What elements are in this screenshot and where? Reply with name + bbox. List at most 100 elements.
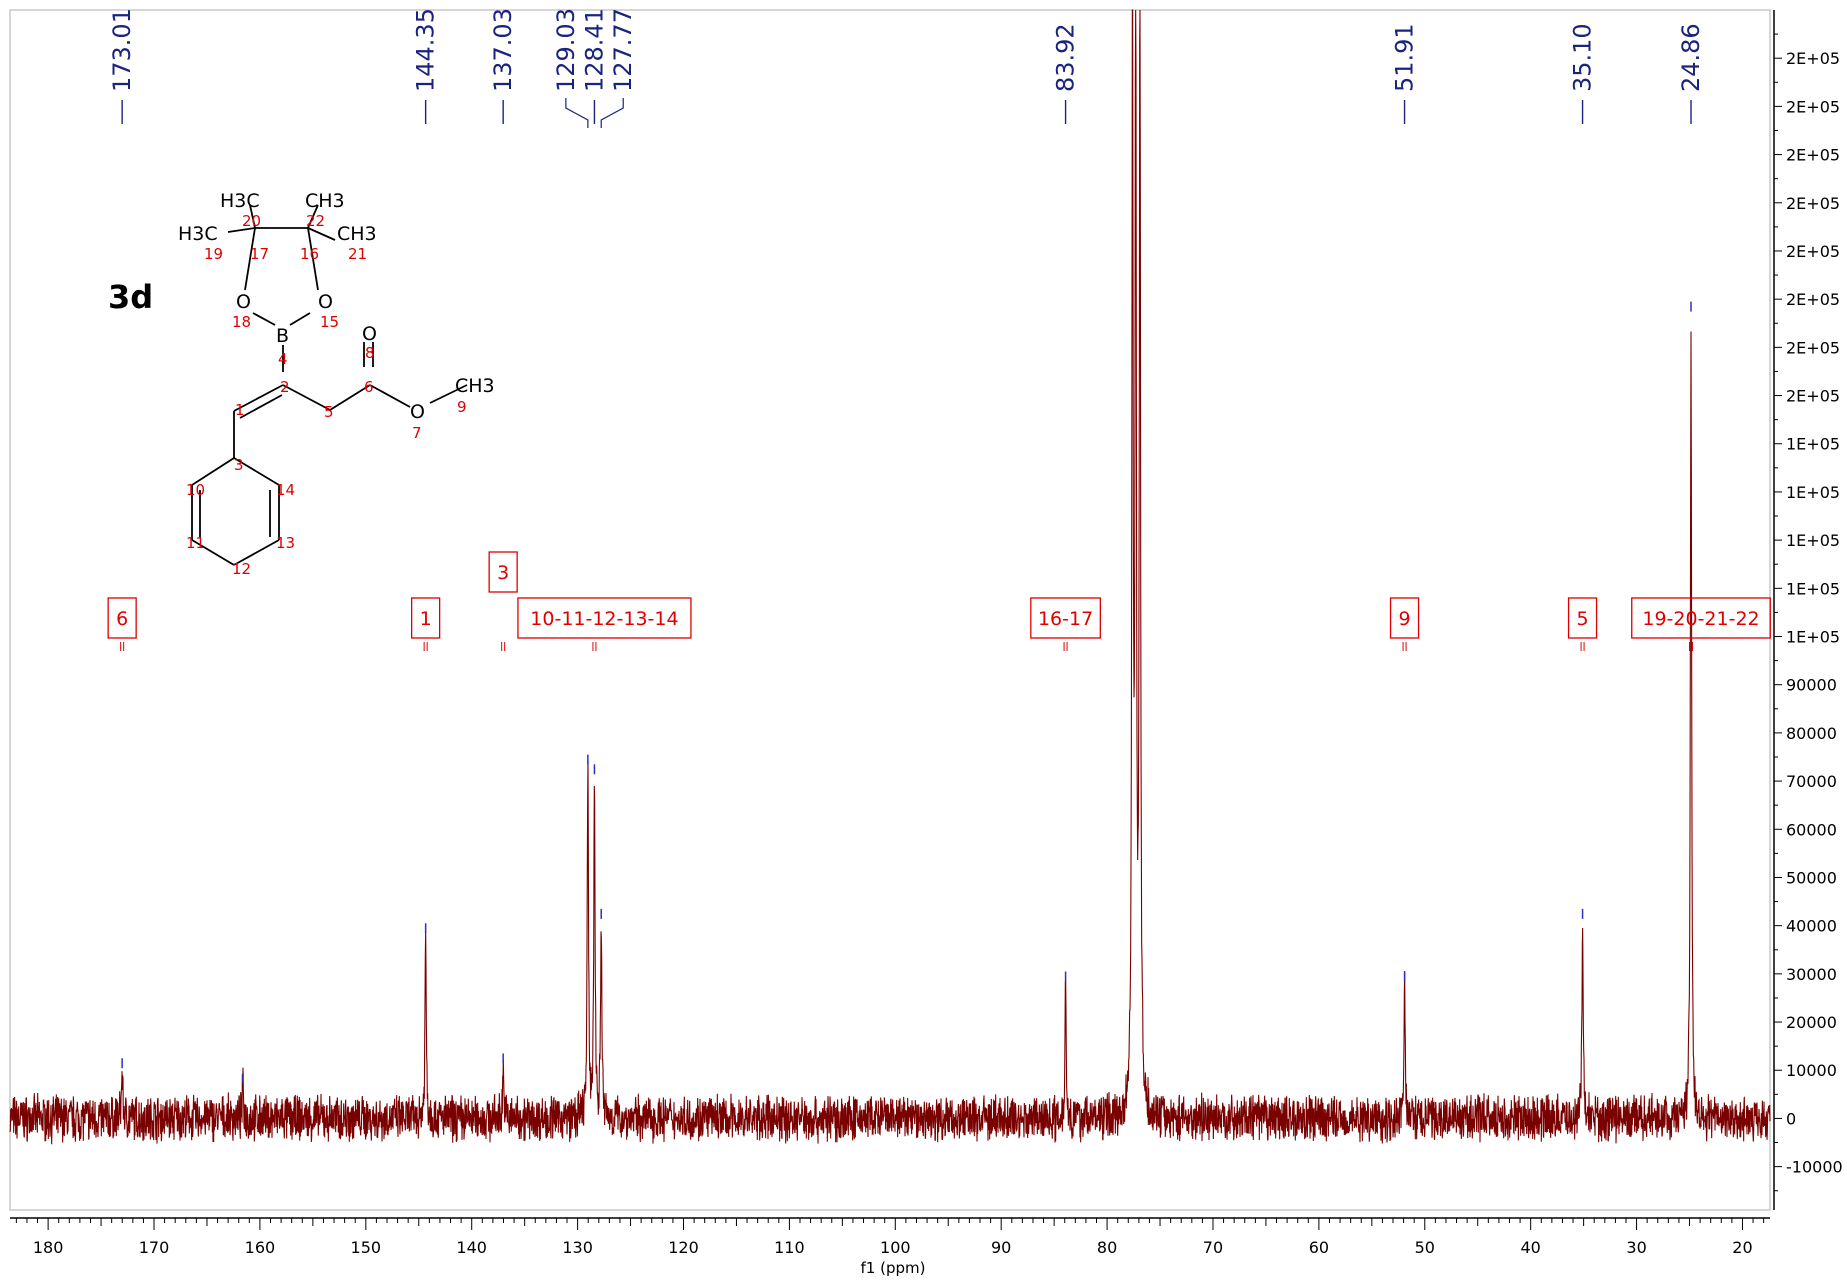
atom-o7: O	[410, 401, 425, 423]
atom-number-6: 6	[364, 378, 374, 396]
carbonyl-oxygen: O	[362, 323, 377, 345]
y-tick-label: 2E+05	[1786, 49, 1840, 68]
y-tick-label: 60000	[1786, 820, 1837, 839]
atom-number-5: 5	[324, 403, 334, 421]
y-axis: -10000 0 10000 20000 30000 40000 50000 60000 700…	[1773, 10, 1843, 1210]
y-tick-label: 20000	[1786, 1013, 1837, 1032]
assignment-label: 9	[1399, 608, 1411, 630]
peak-label: 24.86	[1677, 23, 1705, 92]
atom-number-7: 7	[412, 424, 422, 442]
peak-label: 173.01	[108, 8, 136, 92]
x-tick-label: 100	[880, 1238, 911, 1257]
methyl-group-22: CH3	[305, 190, 345, 212]
assignment-label: 3	[497, 562, 509, 584]
atom-number-15: 15	[320, 313, 339, 331]
assignment-box	[1631, 597, 1771, 639]
peak-label: 129.03	[552, 8, 580, 92]
x-tick-label: 120	[668, 1238, 699, 1257]
atom-number-9: 9	[457, 398, 467, 416]
atom-number-22: 22	[306, 212, 325, 230]
assignment-label: 1	[420, 608, 432, 630]
y-tick-label: 2E+05	[1786, 97, 1840, 116]
atom-number-14: 14	[276, 481, 295, 499]
x-tick-label: 180	[33, 1238, 64, 1257]
atom-number-8: 8	[365, 344, 375, 362]
assignment-box	[488, 551, 518, 593]
x-tick-label: 150	[351, 1238, 382, 1257]
atom-number-18: 18	[232, 313, 251, 331]
peak-label-leader	[565, 98, 589, 128]
y-tick-label: 1E+05	[1786, 435, 1840, 454]
compound-label: 3d	[108, 278, 153, 316]
y-tick-label: 2E+05	[1786, 194, 1840, 213]
assignment-box	[1567, 597, 1598, 639]
y-tick-label: 2E+05	[1786, 242, 1840, 261]
chemical-structure: 3d	[108, 190, 495, 578]
assignment-label: 19-20-21-22	[1642, 608, 1759, 630]
atom-number-13: 13	[276, 534, 295, 552]
atom-number-2: 2	[280, 378, 290, 396]
y-tick-label: 2E+05	[1786, 146, 1840, 165]
assignment-label: 6	[116, 608, 128, 630]
y-tick-label: 2E+05	[1786, 290, 1840, 309]
atom-number-17: 17	[250, 245, 269, 263]
y-tick-label: 1E+05	[1786, 579, 1840, 598]
x-tick-label: 160	[245, 1238, 276, 1257]
y-tick-label: 70000	[1786, 772, 1837, 791]
assignment-box	[107, 597, 137, 639]
y-tick-label: 2E+05	[1786, 387, 1840, 406]
methyl-group-21: CH3	[337, 223, 377, 245]
atom-number-20: 20	[242, 212, 261, 230]
x-tick-label: 170	[139, 1238, 170, 1257]
assignment-label: 10-11-12-13-14	[530, 608, 678, 630]
atom-number-3: 3	[234, 456, 244, 474]
x-tick-label: 40	[1520, 1238, 1540, 1257]
x-tick-label: 30	[1626, 1238, 1646, 1257]
spectrum	[9, 9, 1771, 1145]
x-tick-label: 140	[456, 1238, 487, 1257]
x-tick-label: 90	[991, 1238, 1011, 1257]
y-tick-label: -10000	[1786, 1158, 1843, 1177]
plot-frame	[9, 9, 1771, 1211]
atom-o15: O	[318, 291, 333, 313]
atom-number-1: 1	[235, 401, 245, 419]
peak-label: 144.35	[412, 8, 440, 92]
assignment-box	[1030, 597, 1101, 639]
y-tick-label: 2E+05	[1786, 338, 1840, 357]
peak-label: 35.10	[1569, 23, 1597, 92]
structure-bonds	[191, 204, 468, 566]
x-tick-label: 80	[1097, 1238, 1117, 1257]
atom-number-11: 11	[186, 534, 205, 552]
peak-label: 127.77	[609, 8, 637, 92]
atom-number-10: 10	[186, 481, 205, 499]
y-tick-label: 30000	[1786, 965, 1837, 984]
atom-o18: O	[236, 291, 251, 313]
peak-label: 51.91	[1391, 23, 1419, 92]
y-tick-label: 1E+05	[1786, 483, 1840, 502]
peak-labels: 173.01 144.35 137.03 129.03 128.41 127.77 83.9…	[108, 8, 1705, 128]
x-tick-label: 60	[1309, 1238, 1329, 1257]
x-axis: 180 170 160 150 140 130 120 110 100 90 80 70 60 50 40 3…	[10, 1217, 1770, 1257]
assignment-box	[410, 597, 441, 639]
y-tick-label: 0	[1786, 1109, 1796, 1128]
spectrum-trace	[9, 9, 1771, 1145]
y-tick-label: 80000	[1786, 724, 1837, 743]
methyl-group-19: H3C	[178, 223, 218, 245]
y-tick-label: 10000	[1786, 1061, 1837, 1080]
peak-label: 137.03	[489, 8, 517, 92]
atom-boron: B	[276, 325, 289, 347]
atom-number-16: 16	[300, 245, 319, 263]
peak-label-leader	[600, 98, 624, 128]
assignment-labels: 6 1 3 10-11-12-13-14 16-17 9 5 19-20-21-22	[107, 551, 1771, 651]
x-tick-label: 70	[1203, 1238, 1223, 1257]
x-tick-label: 130	[562, 1238, 593, 1257]
x-tick-label: 50	[1415, 1238, 1435, 1257]
atom-number-21: 21	[348, 245, 367, 263]
y-tick-label: 50000	[1786, 868, 1837, 887]
y-tick-label: 90000	[1786, 676, 1837, 695]
assignment-box	[1389, 597, 1420, 639]
assignment-label: 5	[1577, 608, 1589, 630]
atom-number-12: 12	[232, 560, 251, 578]
assignment-box	[517, 597, 692, 639]
